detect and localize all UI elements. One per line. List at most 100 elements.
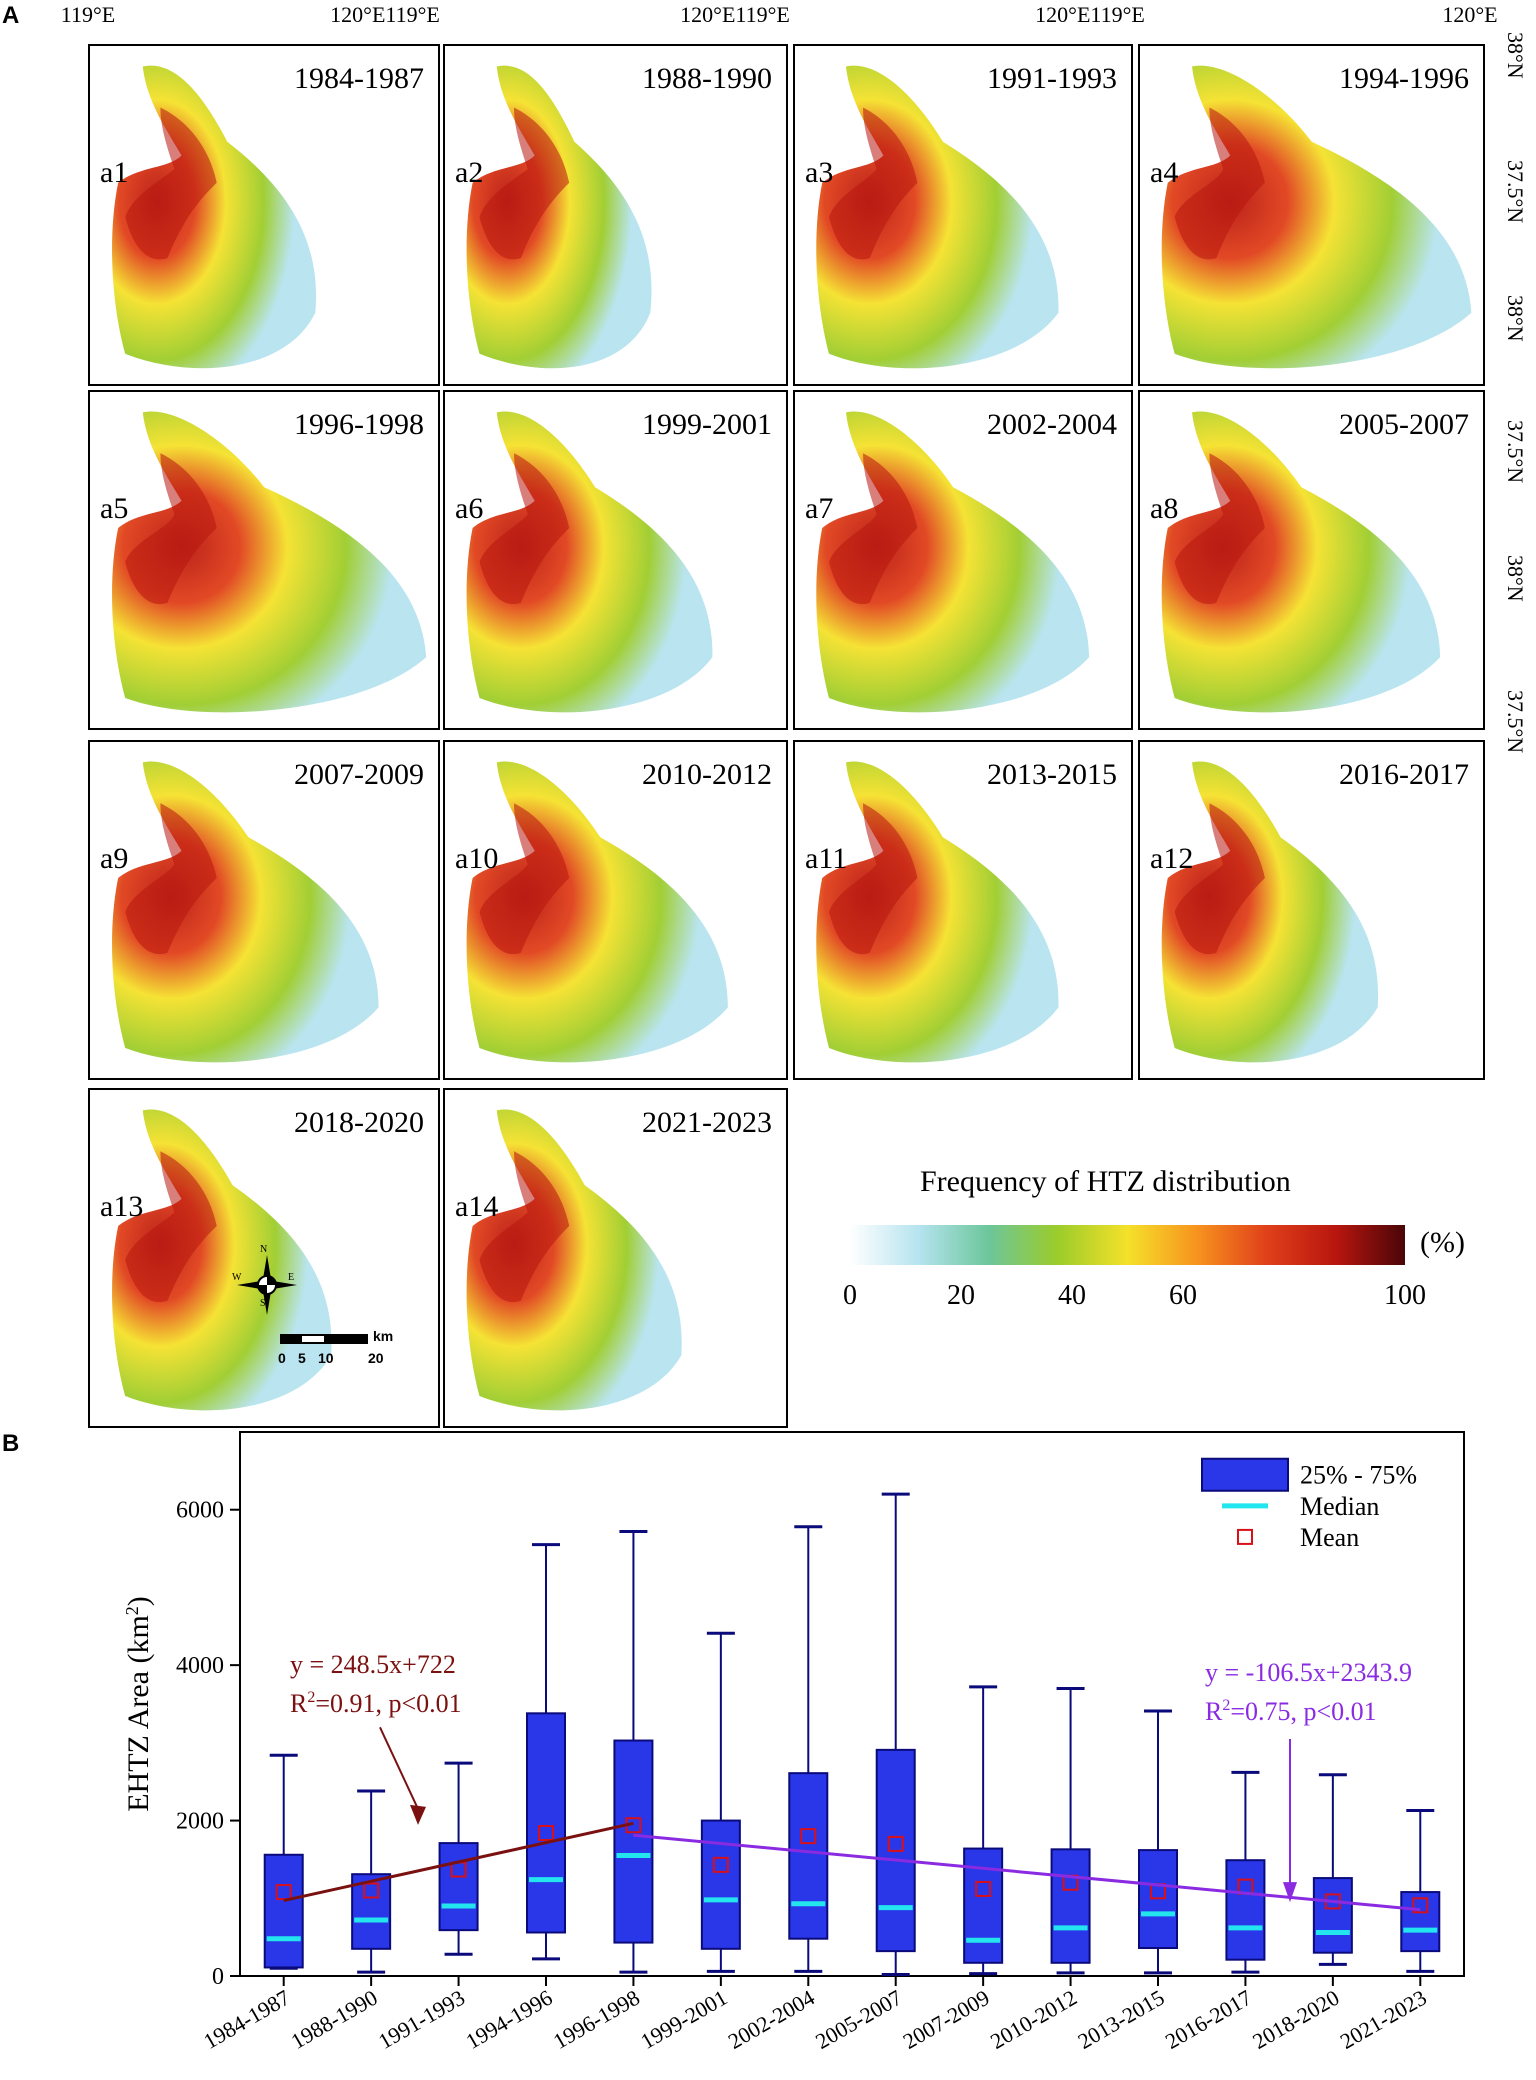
map-panel-a6: 1999-2001 a6 <box>443 390 788 730</box>
map-id-label: a1 <box>100 156 129 189</box>
arrowhead-1 <box>410 1804 426 1825</box>
x-tick-label: 2013-2015 <box>1073 1985 1168 2054</box>
map-image-a10 <box>466 761 728 1063</box>
map-panel-a8: 2005-2007 a8 <box>1138 390 1485 730</box>
box-1991-1993 <box>438 1761 479 1956</box>
map-image-a4 <box>1161 65 1472 369</box>
iqr-box <box>1050 1848 1091 1964</box>
map-id-label: a8 <box>1150 492 1179 525</box>
map-panel-a11: 2013-2015 a11 <box>793 740 1133 1080</box>
mean-marker <box>538 1825 554 1842</box>
map-period-label: 1991-1993 <box>987 62 1117 95</box>
map-panel-a2: 1988-1990 a2 <box>443 44 788 386</box>
plot-frame <box>239 1431 1465 1977</box>
map-panel-a9: 2007-2009 a9 <box>88 740 440 1080</box>
scale-bar-unit: km <box>373 1328 394 1344</box>
map-image-a12 <box>1161 761 1379 1063</box>
map-panel-a14: 2021-2023 a14 <box>443 1088 788 1428</box>
compass-e: E <box>288 1272 295 1283</box>
iqr-box <box>1312 1877 1353 1954</box>
map-id-label: a11 <box>805 842 848 875</box>
colorbar-tick-label: 0 <box>843 1280 857 1311</box>
latitude-label-38n: 38°N <box>1503 295 1528 342</box>
map-id-label: a4 <box>1150 156 1179 189</box>
map-id-label: a12 <box>1150 842 1194 875</box>
colorbar-tick-label: 100 <box>1384 1280 1426 1311</box>
map-image-a3 <box>816 65 1059 369</box>
map-period-label: 2021-2023 <box>642 1106 772 1139</box>
map-period-label: 2013-2015 <box>987 758 1117 791</box>
map-period-label: 2010-2012 <box>642 758 772 791</box>
mean-marker <box>363 1882 380 1899</box>
x-tick-label: 2018-2020 <box>1248 1985 1343 2054</box>
mean-marker <box>1412 1897 1429 1914</box>
scale-bar-tick: 20 <box>368 1350 384 1366</box>
map-period-label: 1984-1987 <box>294 62 424 95</box>
legend-label: Mean <box>1300 1523 1359 1552</box>
latitude-label-38n: 38°N <box>1503 555 1528 602</box>
x-tick-label: 1991-1993 <box>374 1985 469 2054</box>
map-image-a11 <box>816 761 1059 1063</box>
map-image-a7 <box>816 411 1090 713</box>
colorbar-title: Frequency of HTZ distribution <box>920 1165 1291 1198</box>
y-tick-label: 4000 <box>176 1653 224 1679</box>
iqr-box <box>613 1739 654 1944</box>
trend-r2-1: R2=0.91, p<0.01 <box>290 1689 462 1718</box>
map-period-label: 2005-2007 <box>1339 408 1469 441</box>
trend-line <box>633 1833 1421 1912</box>
x-tick-label: 1996-1998 <box>549 1985 644 2054</box>
box-1984-1987 <box>263 1753 304 1970</box>
box-plot: 0 2000 4000 6000 EHTZ Area (km2) 1984-1987198… <box>122 1431 1465 2054</box>
map-period-label: 2007-2009 <box>294 758 424 791</box>
box-2013-2015 <box>1138 1709 1178 1975</box>
latitude-label-37-5n: 37.5°N <box>1503 420 1528 484</box>
colorbar-tick-label: 60 <box>1169 1280 1197 1311</box>
legend-label: Median <box>1300 1492 1379 1521</box>
map-period-label: 1994-1996 <box>1339 62 1469 95</box>
trend-equation-2: y = -106.5x+2343.9 <box>1205 1658 1412 1687</box>
box-2002-2004 <box>788 1525 829 1973</box>
y-tick-label: 0 <box>212 1964 224 1990</box>
scale-bar-tick: 0 <box>278 1350 286 1366</box>
map-image-a14 <box>466 1109 682 1411</box>
map-panel-a7: 2002-2004 a7 <box>793 390 1133 730</box>
box-2016-2017 <box>1225 1770 1266 1974</box>
iqr-box <box>351 1873 392 1950</box>
compass-rose-icon <box>237 1255 297 1315</box>
trend-equation-1: y = 248.5x+722 <box>290 1650 456 1679</box>
mean-marker <box>800 1828 817 1845</box>
compass-n: N <box>260 1244 268 1255</box>
longitude-label: 120°E <box>1442 2 1498 27</box>
map-id-label: a3 <box>805 156 834 189</box>
latitude-label-37-5n: 37.5°N <box>1503 160 1528 224</box>
longitude-label: 120°E119°E <box>1035 2 1145 27</box>
box-2007-2009 <box>963 1685 1004 1976</box>
box-2010-2012 <box>1050 1686 1091 1975</box>
map-id-label: a9 <box>100 842 129 875</box>
map-period-label: 2018-2020 <box>294 1106 424 1139</box>
iqr-box <box>1400 1891 1441 1953</box>
iqr-box <box>263 1853 304 1969</box>
map-panel-a1: 1984-1987 a1 <box>88 44 440 386</box>
x-tick-label: 2021-2023 <box>1336 1985 1431 2054</box>
x-tick-label: 1999-2001 <box>636 1985 731 2054</box>
legend-mean-swatch <box>1237 1528 1253 1545</box>
map-id-label: a13 <box>100 1190 144 1223</box>
scale-bar-tick: 5 <box>298 1350 306 1366</box>
map-image-a8 <box>1161 411 1441 713</box>
iqr-box <box>1225 1859 1266 1961</box>
panel-b-letter: B <box>2 1430 20 1457</box>
box-1988-1990 <box>351 1789 392 1974</box>
longitude-label: 119°E <box>60 2 116 27</box>
colorbar-tick-label: 20 <box>947 1280 975 1311</box>
y-tick-label: 6000 <box>176 1498 224 1524</box>
mean-marker <box>975 1880 992 1897</box>
trend-r2-2: R2=0.75, p<0.01 <box>1205 1697 1377 1726</box>
map-id-label: a14 <box>455 1190 499 1223</box>
map-panel-a12: 2016-2017 a12 <box>1138 740 1485 1080</box>
iqr-box <box>788 1772 829 1940</box>
legend-label: 25% - 75% <box>1300 1461 1417 1490</box>
latitude-label-38n: 38°N <box>1503 32 1528 79</box>
map-image-a6 <box>466 411 713 713</box>
